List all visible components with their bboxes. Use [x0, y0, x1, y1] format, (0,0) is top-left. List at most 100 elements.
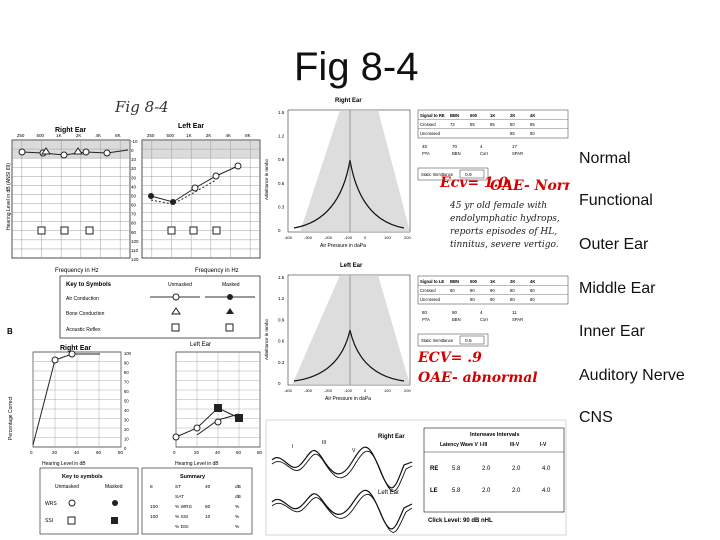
symbols-key-row-bone: Bone Conduction — [66, 311, 105, 317]
figure-caption: Fig 8-4 — [114, 98, 169, 116]
tymp-x-tick: -400 — [284, 235, 293, 240]
abr: I III V Right Ear Left Ear Interwave Int… — [265, 419, 567, 536]
tymp-y-tick: 1.2 — [278, 296, 285, 301]
tymp-y-tick: 0 — [278, 381, 281, 386]
speech-left-point — [214, 404, 222, 412]
case-note-line-2: endolymphatic hydrops, — [450, 214, 560, 224]
reflex-header-cell: 1K — [490, 113, 495, 118]
tymp-left-y-label: Admittance in mmho — [264, 318, 269, 360]
summary-cell: % — [235, 514, 240, 520]
freq-tick-label: 8K — [115, 133, 121, 138]
pta-value: 4 — [480, 144, 483, 149]
symbols-key-row-air: Air Conduction — [66, 296, 99, 302]
tymp-left: Left Ear 1.5 1.2 0.9 0.6 0.3 0 -400 -300 -200 -1… — [264, 263, 569, 402]
reflex-cell: 90 — [490, 297, 495, 302]
tymp-left-y-ticks: 1.5 1.2 0.9 0.6 0.3 0 — [278, 275, 285, 386]
speech-x-axis-label: Hearing Level in dB — [42, 461, 86, 467]
tymp-y-tick: 1.2 — [278, 134, 285, 139]
tymp-right-reflex-table: Signal to RE BBN 500 1K 2K 4K Crossed 72 85 85 80 8… — [417, 109, 569, 181]
topic-functional: Functional — [579, 192, 653, 209]
speech-summary-title: Summary — [180, 474, 206, 480]
abr-header-cell: III-V — [510, 442, 520, 448]
speech-left-point — [235, 414, 243, 422]
tymp-left-title: Left Ear — [340, 263, 363, 269]
db-tick-label: 0 — [131, 148, 134, 153]
abr-cell: 5.8 — [452, 466, 461, 472]
annotation-oae-left: OAE- abnormal — [418, 370, 538, 386]
speech-y-tick: 10 — [124, 437, 129, 442]
db-tick-label: 40 — [131, 184, 137, 189]
summary-cell: 100 — [150, 514, 158, 520]
pta-value: 11 — [512, 310, 517, 315]
slide-title: Fig 8-4 — [294, 45, 419, 89]
tymp-right-x-ticks: -400 -300 -200 -100 0 100 200 — [284, 235, 411, 240]
symbols-key-unmasked: Unmasked — [168, 282, 192, 288]
abr-header-cell: Latency Wave V — [440, 442, 479, 448]
reflex-header-cell: 2K — [510, 113, 515, 118]
speech-x-axis-label-left: Hearing Level in dB — [175, 461, 219, 467]
abr-left-ear-label: Left Ear — [378, 490, 399, 496]
reflex-header-cell: BBN — [450, 279, 459, 284]
speech-x-tick: 80 — [257, 450, 263, 455]
freq-tick-label: 1K — [56, 133, 62, 138]
speech-y-tick: 60 — [124, 389, 129, 394]
pta-value: 45 — [422, 144, 428, 149]
topic-outer-ear: Outer Ear — [579, 236, 649, 253]
speech-right-ear-label: Right Ear — [60, 345, 91, 352]
reflex-header-cell: 2K — [510, 279, 515, 284]
speech-y-tick: 40 — [124, 408, 129, 413]
summary-cell: 100 — [150, 504, 158, 510]
symbols-key: Key to Symbols Unmasked Masked Air Condu… — [59, 275, 261, 339]
speech-y-tick: 30 — [124, 418, 129, 423]
reflex-cell: Uncrossed — [420, 297, 441, 302]
topic-normal: Normal — [579, 150, 631, 167]
abr-header-cell: I-III — [480, 442, 488, 448]
freq-tick-label: 250 — [147, 133, 155, 138]
reflex-cell: 85 — [510, 131, 515, 136]
speech-x-tick: 60 — [236, 450, 242, 455]
tymp-x-tick: -300 — [304, 388, 313, 393]
reflex-cell: Crossed — [420, 122, 436, 127]
speech-x-tick: 40 — [215, 450, 221, 455]
freq-tick-label: 250 — [17, 133, 25, 138]
summary-cell: % — [235, 504, 240, 510]
reflex-cell: 80 — [530, 131, 535, 136]
tymp-x-tick: -300 — [304, 235, 313, 240]
tymp-left-reflex-table: Signal to LE BBN 500 1K 2K 4K Crossed 80 90 90 80 8… — [417, 275, 569, 347]
freq-tick-label: 2K — [206, 133, 212, 138]
static-label: Static Immittance — [421, 338, 454, 343]
speech-grids: 0 20 40 60 80 0 20 40 60 80 — [30, 351, 263, 455]
audiogram-left-grid: 250 500 1K 2K 4K 8K — [141, 133, 261, 259]
speech-key-ssi: SSI — [45, 518, 53, 524]
pta-value: 4 — [480, 310, 483, 315]
abr-cell: 4.0 — [542, 488, 551, 494]
topic-middle-ear: Middle Ear — [579, 280, 656, 297]
tymp-right-y-ticks: 1.5 1.2 0.9 0.6 0.3 0 — [278, 110, 285, 233]
tymp-x-tick: -400 — [284, 388, 293, 393]
reflex-header-cell: 500 — [470, 279, 478, 284]
audiogram-top: Right Ear Left Ear Hearing Level in dB (… — [6, 123, 261, 274]
freq-tick-label: 2K — [76, 133, 82, 138]
abr-wave-v: V — [352, 448, 356, 454]
symbols-key-row-reflex: Acoustic Reflex — [66, 327, 101, 333]
speech-x-tick: 0 — [30, 450, 33, 455]
reflex-cell: Crossed — [420, 288, 436, 293]
reflex-cell: 90 — [470, 288, 475, 293]
speech-panel-label: B — [7, 327, 13, 336]
db-tick-label: 90 — [131, 230, 137, 235]
abr-cell: 2.0 — [482, 488, 491, 494]
db-tick-label: 70 — [131, 212, 137, 217]
summary-cell: dB — [235, 484, 241, 490]
tymp-y-tick: 0.6 — [278, 181, 285, 186]
audiogram-x-axis-label: Frequency in Hz — [55, 268, 99, 274]
reflex-cell: 80 — [510, 288, 515, 293]
audiogram-frame — [11, 139, 131, 259]
abr-interwave-title: Interwave Intervals — [470, 432, 520, 438]
reflex-cell: 80 — [510, 122, 515, 127]
summary-cell: 10 — [205, 514, 211, 520]
tymp-x-tick: 200 — [404, 388, 411, 393]
db-tick-label: -10 — [131, 139, 138, 144]
tymp-y-tick: 0.3 — [278, 204, 285, 209]
pta-value: 70 — [452, 144, 458, 149]
